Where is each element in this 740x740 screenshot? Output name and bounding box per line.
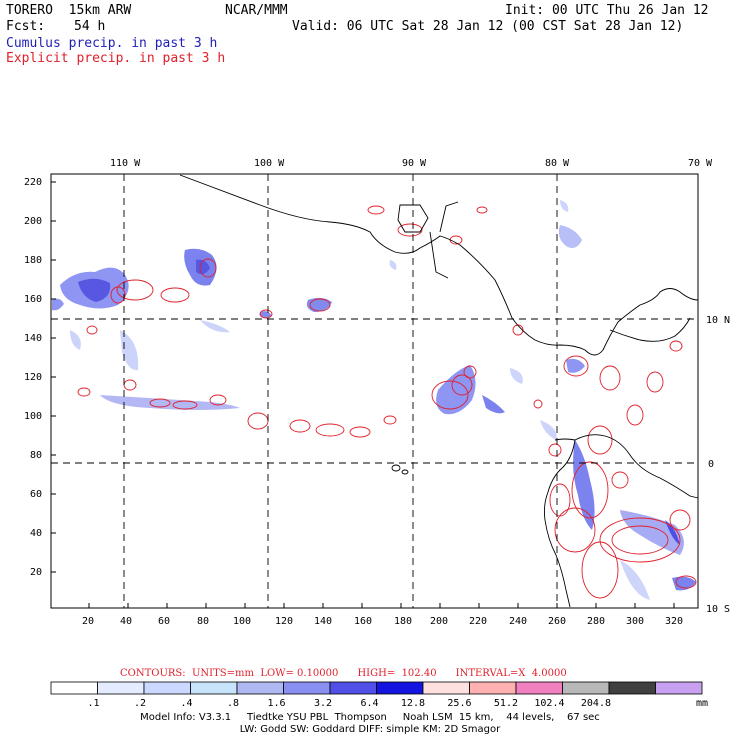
- colorbar-swatch: [422, 681, 470, 695]
- lat-label-0: 0: [708, 459, 714, 470]
- colorbar-swatch: [283, 681, 331, 695]
- colorbar-swatch: [329, 681, 377, 695]
- valid-time: Valid: 06 UTC Sat 28 Jan 12 (00 CST Sat …: [292, 19, 684, 34]
- colorbar-label: 3.2: [314, 698, 332, 709]
- light-precip: [70, 200, 650, 600]
- x-tick: 220: [469, 616, 487, 627]
- x-tick: 300: [626, 616, 644, 627]
- x-tick: 20: [82, 616, 94, 627]
- center-label: NCAR/MMM: [225, 3, 288, 18]
- x-tick: 160: [354, 616, 372, 627]
- forecast-label: Fcst:: [6, 19, 46, 34]
- y-tick: 80: [30, 450, 42, 461]
- colorbar-label: 102.4: [534, 698, 564, 709]
- colorbar-label: 204.8: [581, 698, 611, 709]
- model-info-line2: LW: Godd SW: Goddard DIFF: simple KM: 2D…: [239, 724, 501, 735]
- y-tick: 200: [24, 216, 42, 227]
- colorbar: .1 .2 .4 .8 1.6 3.2 6.4 12.8 25.6 51.2 102.4 204.8 m…: [50, 681, 708, 709]
- y-tick: 120: [24, 372, 42, 383]
- colorbar-label: 1.6: [267, 698, 285, 709]
- colorbar-swatch: [515, 681, 563, 695]
- colorbar-swatch: [469, 681, 517, 695]
- x-tick: 60: [158, 616, 170, 627]
- colorbar-swatch: [655, 681, 703, 695]
- lon-label-100w: 100 W: [254, 158, 285, 169]
- x-tick: 100: [233, 616, 251, 627]
- colorbar-label: 25.6: [447, 698, 471, 709]
- explicit-precip-contours: [77, 205, 697, 599]
- y-tick: 220: [24, 177, 42, 188]
- y-tick: 40: [30, 528, 42, 539]
- x-tick: 120: [275, 616, 293, 627]
- model-title: TORERO 15km ARW: [6, 3, 132, 18]
- x-tick: 200: [430, 616, 448, 627]
- field-cumulus: Cumulus precip. in past 3 h: [6, 36, 218, 51]
- y-axis-ticks: 220 200 180 160 140 120 100 80 60 40 20: [24, 177, 56, 578]
- y-tick: 180: [24, 255, 42, 266]
- x-tick: 280: [587, 616, 605, 627]
- lon-label-80w: 80 W: [545, 158, 570, 169]
- colorbar-swatch: [190, 681, 238, 695]
- y-tick: 140: [24, 333, 42, 344]
- colorbar-swatch: [143, 681, 191, 695]
- lat-lon-grid: [51, 174, 698, 608]
- colorbar-label: 51.2: [494, 698, 518, 709]
- x-tick: 320: [665, 616, 683, 627]
- colorbar-label: .1: [87, 698, 99, 709]
- model-info-line1: Model Info: V3.3.1 Tiedtke YSU PBL Thomp…: [140, 712, 600, 723]
- colorbar-label: 12.8: [401, 698, 425, 709]
- y-tick: 20: [30, 567, 42, 578]
- colorbar-swatch: [236, 681, 284, 695]
- y-tick: 160: [24, 294, 42, 305]
- colorbar-label: .4: [180, 698, 192, 709]
- x-tick: 40: [120, 616, 132, 627]
- map-frame: [50, 173, 699, 609]
- lat-label-10s: 10 S: [706, 604, 730, 615]
- init-time: Init: 00 UTC Thu 26 Jan 12: [505, 3, 709, 18]
- colorbar-label: .8: [227, 698, 239, 709]
- y-tick: 100: [24, 411, 42, 422]
- colorbar-units: mm: [696, 698, 708, 709]
- lon-label-90w: 90 W: [402, 158, 427, 169]
- x-tick: 180: [394, 616, 412, 627]
- x-tick: 240: [509, 616, 527, 627]
- colorbar-swatch: [608, 681, 656, 695]
- contours-info: CONTOURS: UNITS=mm LOW= 0.10000 HIGH= 10…: [120, 668, 567, 679]
- colorbar-label: 6.4: [360, 698, 378, 709]
- x-tick: 140: [314, 616, 332, 627]
- colorbar-swatch: [376, 681, 424, 695]
- coastlines: [179, 174, 699, 608]
- x-tick: 260: [548, 616, 566, 627]
- colorbar-swatch: [97, 681, 145, 695]
- lat-label-10n: 10 N: [706, 315, 730, 326]
- colorbar-swatch: [50, 681, 98, 695]
- x-axis-ticks: 20 40 60 80 100 120 140 160 180 200 220 …: [82, 603, 683, 627]
- colorbar-swatch: [562, 681, 610, 695]
- field-explicit: Explicit precip. in past 3 h: [6, 51, 226, 66]
- lon-label-70w: 70 W: [688, 158, 713, 169]
- x-tick: 80: [197, 616, 209, 627]
- colorbar-label: .2: [134, 698, 146, 709]
- forecast-value: 54 h: [74, 19, 106, 34]
- lon-label-110w: 110 W: [110, 158, 141, 169]
- y-tick: 60: [30, 489, 42, 500]
